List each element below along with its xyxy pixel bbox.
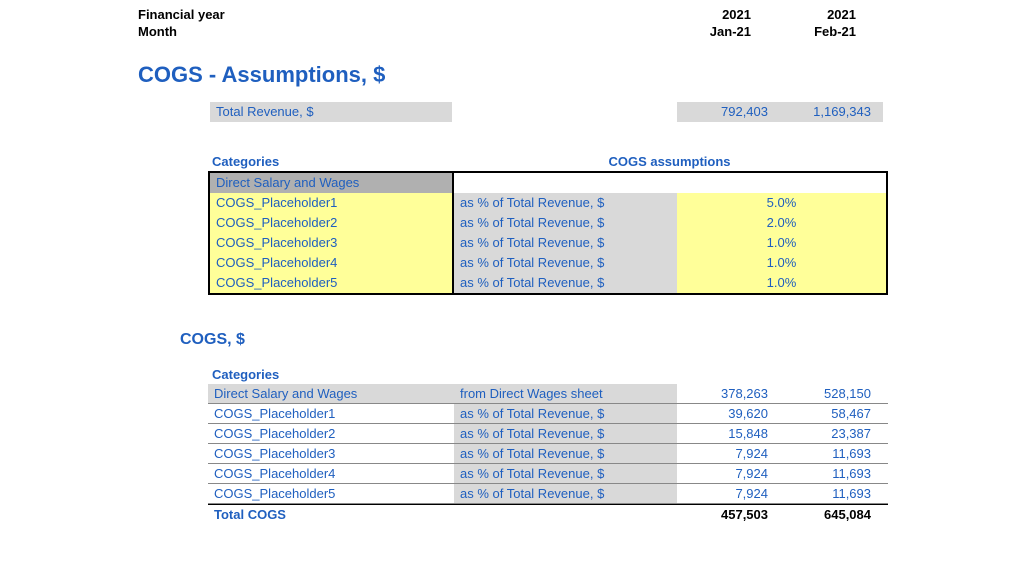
cogs-subtitle: COGS, $	[180, 331, 1024, 349]
assumption-row: COGS_Placeholder1as % of Total Revenue, …	[210, 193, 886, 213]
assumptions-header-row: Direct Salary and Wages	[210, 173, 886, 193]
assumption-row: COGS_Placeholder4as % of Total Revenue, …	[210, 253, 886, 273]
assumption-row: COGS_Placeholder2as % of Total Revenue, …	[210, 213, 886, 233]
cogs-category: COGS_Placeholder4	[208, 464, 454, 483]
fy-year-2: 2021	[763, 6, 868, 23]
month-2: Feb-21	[763, 23, 868, 40]
cogs-row: COGS_Placeholder4as % of Total Revenue, …	[208, 464, 888, 484]
assump-pct[interactable]: 1.0%	[677, 233, 886, 253]
cogs-value-1: 378,263	[677, 384, 780, 403]
month-label: Month	[138, 23, 658, 40]
cogs-desc: as % of Total Revenue, $	[454, 484, 677, 503]
assump-header-blank	[454, 173, 886, 193]
header-month: Month Jan-21 Feb-21	[0, 23, 1024, 40]
assumption-row: COGS_Placeholder3as % of Total Revenue, …	[210, 233, 886, 253]
cogs-row: COGS_Placeholder2as % of Total Revenue, …	[208, 424, 888, 444]
total-revenue-row: Total Revenue, $ 792,403 1,169,343	[210, 102, 1024, 122]
cogs-value-2: 11,693	[780, 444, 883, 463]
total-revenue-v1: 792,403	[677, 102, 780, 122]
assump-category[interactable]: COGS_Placeholder5	[210, 273, 454, 293]
assumptions-headings: Categories COGS assumptions	[210, 154, 1024, 169]
assumption-row: COGS_Placeholder5as % of Total Revenue, …	[210, 273, 886, 293]
total-revenue-v2: 1,169,343	[780, 102, 883, 122]
cogs-category: COGS_Placeholder3	[208, 444, 454, 463]
cogs-value-2: 11,693	[780, 484, 883, 503]
assump-desc: as % of Total Revenue, $	[454, 273, 677, 293]
assump-category[interactable]: COGS_Placeholder4	[210, 253, 454, 273]
assump-header-cat[interactable]: Direct Salary and Wages	[210, 173, 454, 193]
fy-year-1: 2021	[658, 6, 763, 23]
cogs-desc: as % of Total Revenue, $	[454, 404, 677, 423]
cogs-categories-heading: Categories	[210, 367, 1024, 382]
cogs-value-1: 39,620	[677, 404, 780, 423]
cogs-desc: from Direct Wages sheet	[454, 384, 677, 403]
cogs-value-1: 7,924	[677, 444, 780, 463]
assump-pct[interactable]: 1.0%	[677, 253, 886, 273]
fy-label: Financial year	[138, 6, 658, 23]
assump-pct[interactable]: 2.0%	[677, 213, 886, 233]
total-cogs-row: Total COGS 457,503 645,084	[208, 504, 888, 524]
cogs-category: COGS_Placeholder1	[208, 404, 454, 423]
spacer	[452, 102, 677, 122]
cogs-desc: as % of Total Revenue, $	[454, 444, 677, 463]
total-revenue-label: Total Revenue, $	[210, 102, 452, 122]
cogs-assumptions-heading: COGS assumptions	[452, 154, 887, 169]
cogs-category: Direct Salary and Wages	[208, 384, 454, 403]
assump-pct[interactable]: 1.0%	[677, 273, 886, 293]
cogs-value-2: 23,387	[780, 424, 883, 443]
cogs-value-2: 11,693	[780, 464, 883, 483]
assump-pct[interactable]: 5.0%	[677, 193, 886, 213]
assumptions-table: Direct Salary and Wages COGS_Placeholder…	[208, 171, 888, 295]
total-cogs-v2: 645,084	[780, 505, 883, 524]
cogs-value-1: 7,924	[677, 464, 780, 483]
cogs-table: Direct Salary and Wagesfrom Direct Wages…	[208, 384, 888, 504]
assump-desc: as % of Total Revenue, $	[454, 193, 677, 213]
cogs-value-1: 7,924	[677, 484, 780, 503]
categories-heading: Categories	[210, 154, 452, 169]
cogs-value-1: 15,848	[677, 424, 780, 443]
assump-desc: as % of Total Revenue, $	[454, 233, 677, 253]
spreadsheet-view: Financial year 2021 2021 Month Jan-21 Fe…	[0, 0, 1024, 577]
cogs-row: COGS_Placeholder5as % of Total Revenue, …	[208, 484, 888, 504]
total-cogs-label: Total COGS	[208, 505, 454, 524]
cogs-row: Direct Salary and Wagesfrom Direct Wages…	[208, 384, 888, 404]
assump-desc: as % of Total Revenue, $	[454, 213, 677, 233]
header-financial-year: Financial year 2021 2021	[0, 6, 1024, 23]
cogs-desc: as % of Total Revenue, $	[454, 464, 677, 483]
page-title: COGS - Assumptions, $	[138, 62, 1024, 88]
assump-desc: as % of Total Revenue, $	[454, 253, 677, 273]
assump-category[interactable]: COGS_Placeholder2	[210, 213, 454, 233]
cogs-value-2: 58,467	[780, 404, 883, 423]
assump-category[interactable]: COGS_Placeholder3	[210, 233, 454, 253]
cogs-value-2: 528,150	[780, 384, 883, 403]
cogs-desc: as % of Total Revenue, $	[454, 424, 677, 443]
cogs-category: COGS_Placeholder5	[208, 484, 454, 503]
spacer	[454, 505, 677, 524]
cogs-row: COGS_Placeholder3as % of Total Revenue, …	[208, 444, 888, 464]
month-1: Jan-21	[658, 23, 763, 40]
total-cogs-v1: 457,503	[677, 505, 780, 524]
cogs-row: COGS_Placeholder1as % of Total Revenue, …	[208, 404, 888, 424]
cogs-category: COGS_Placeholder2	[208, 424, 454, 443]
assump-category[interactable]: COGS_Placeholder1	[210, 193, 454, 213]
